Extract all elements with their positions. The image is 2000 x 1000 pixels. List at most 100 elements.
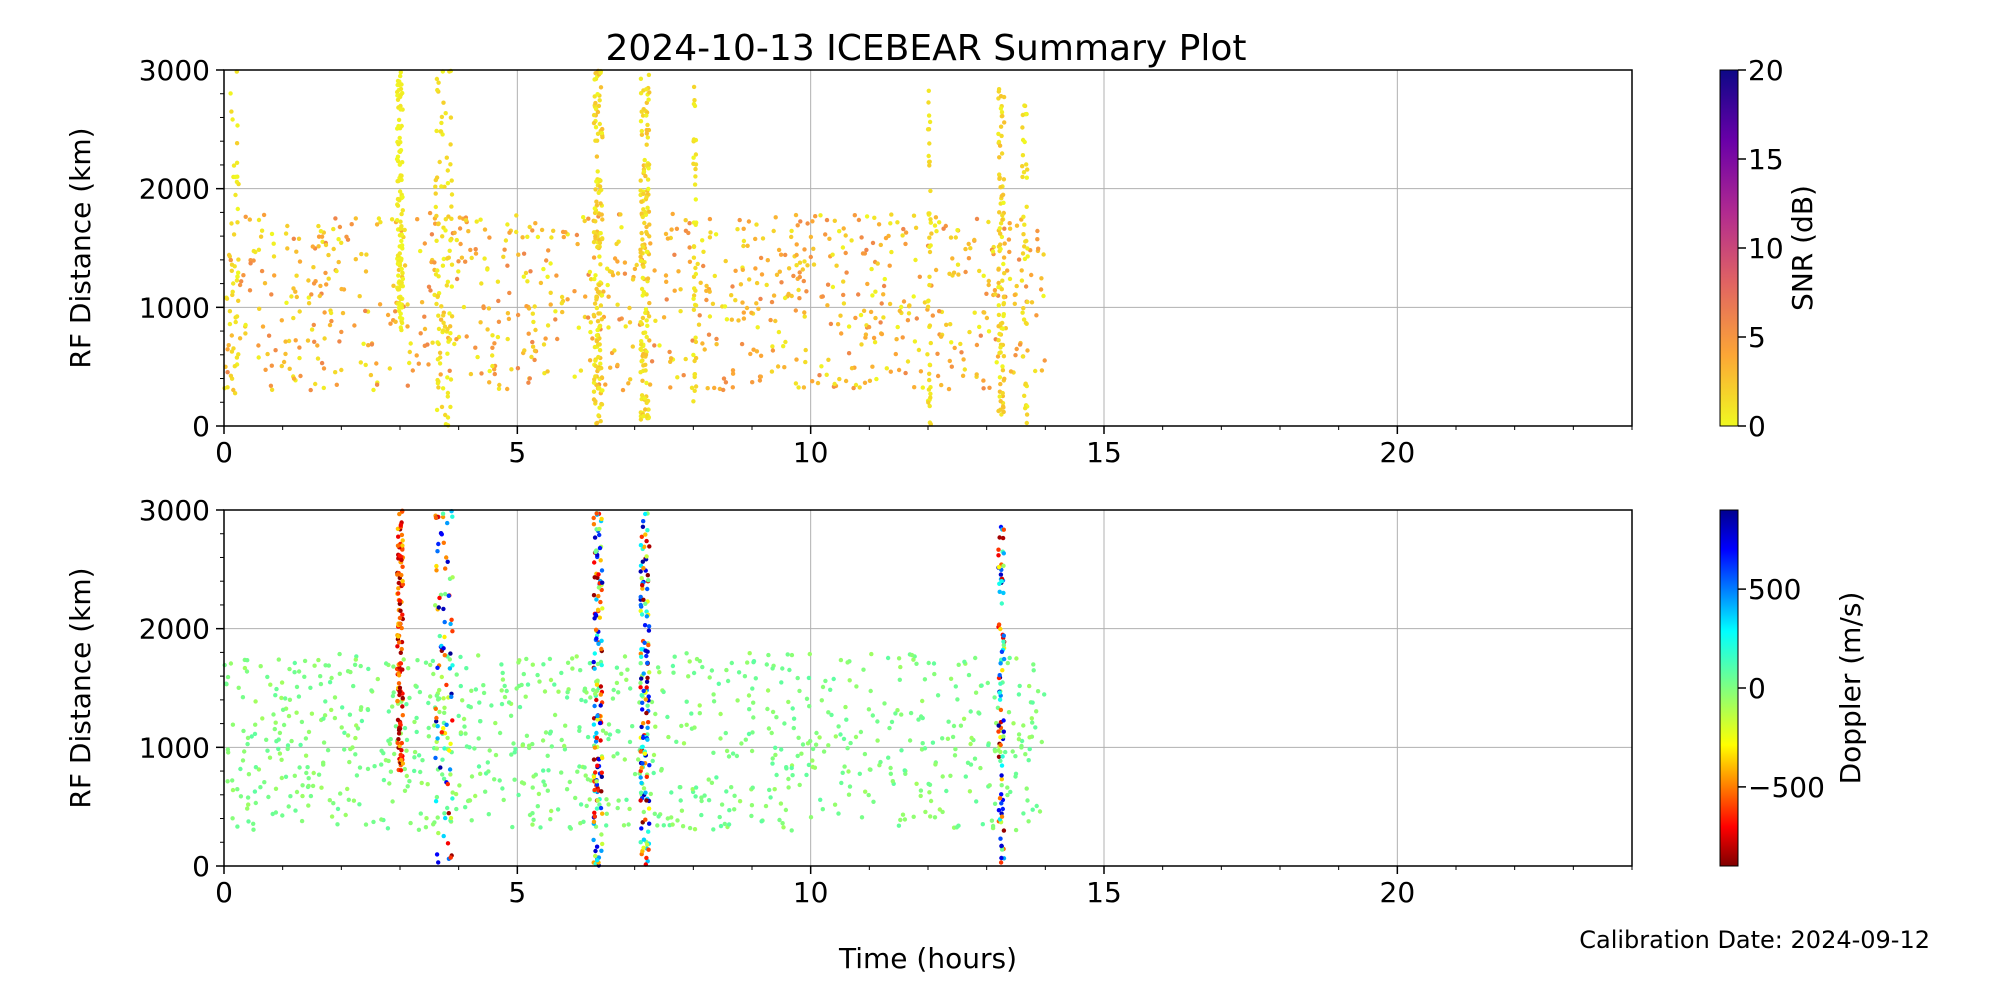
data-point — [391, 664, 396, 669]
doppler-scatter-points — [222, 508, 1047, 868]
data-point — [396, 142, 401, 147]
data-point — [889, 249, 894, 255]
data-point — [390, 693, 396, 699]
data-point — [644, 380, 649, 386]
data-point — [709, 780, 715, 785]
data-point — [258, 664, 263, 669]
data-point — [646, 806, 652, 811]
data-point — [898, 664, 903, 670]
data-point — [785, 652, 790, 657]
data-point — [388, 737, 393, 742]
data-point — [303, 736, 309, 741]
data-point — [847, 678, 852, 683]
data-point — [432, 260, 437, 265]
data-point — [741, 316, 747, 321]
data-point — [327, 798, 332, 803]
data-point — [271, 254, 277, 259]
data-point — [935, 351, 940, 356]
data-point — [599, 293, 605, 298]
data-point — [597, 366, 602, 371]
data-point — [643, 352, 649, 357]
data-point — [638, 417, 644, 422]
data-point — [593, 273, 598, 278]
data-point — [406, 666, 411, 671]
data-point — [790, 706, 795, 711]
data-point — [353, 216, 358, 221]
data-point — [996, 622, 1002, 627]
data-point — [859, 235, 864, 240]
data-point — [1020, 174, 1025, 180]
data-point — [655, 665, 661, 670]
data-point — [234, 355, 240, 360]
data-point — [923, 809, 928, 815]
data-point — [646, 407, 651, 412]
data-point — [900, 335, 905, 340]
data-point — [485, 267, 490, 272]
data-point — [446, 255, 451, 260]
data-point — [548, 302, 553, 307]
data-point — [592, 301, 598, 306]
data-point — [615, 259, 620, 264]
data-point — [968, 246, 973, 251]
data-point — [359, 705, 364, 710]
data-point — [574, 232, 580, 238]
data-point — [279, 680, 285, 685]
data-point — [940, 774, 945, 779]
data-point — [249, 734, 254, 739]
data-point — [996, 723, 1001, 728]
data-point — [974, 799, 979, 804]
data-point — [321, 762, 326, 767]
y-tick-label: 3000 — [139, 54, 210, 87]
data-point — [926, 298, 931, 303]
data-point — [445, 375, 450, 380]
data-point — [493, 752, 499, 758]
data-point — [932, 815, 938, 820]
data-point — [395, 740, 400, 746]
data-point — [598, 805, 604, 811]
data-point — [601, 289, 606, 294]
data-point — [911, 657, 916, 662]
data-point — [467, 798, 473, 803]
data-point — [687, 659, 692, 664]
data-point — [443, 566, 448, 571]
data-point — [482, 227, 488, 232]
data-point — [592, 206, 597, 211]
data-point — [439, 120, 444, 126]
data-point — [899, 712, 904, 717]
data-point — [998, 681, 1003, 686]
data-point — [397, 162, 402, 167]
data-point — [229, 262, 235, 267]
data-point — [353, 752, 358, 757]
data-point — [636, 757, 641, 762]
data-point — [817, 735, 822, 740]
data-point — [641, 845, 646, 850]
data-point — [646, 186, 651, 192]
data-point — [645, 703, 650, 708]
data-point — [831, 676, 836, 682]
data-point — [692, 182, 698, 187]
data-point — [527, 376, 532, 381]
data-point — [967, 329, 972, 335]
data-point — [640, 559, 645, 564]
data-point — [547, 656, 553, 662]
data-point — [552, 682, 557, 687]
data-point — [787, 667, 792, 673]
data-point — [926, 88, 931, 94]
data-point — [597, 405, 602, 410]
data-point — [634, 262, 639, 268]
data-point — [900, 233, 905, 238]
data-point — [294, 294, 299, 300]
data-point — [266, 333, 272, 338]
data-point — [591, 380, 597, 385]
data-point — [675, 375, 680, 380]
data-point — [462, 724, 467, 729]
data-point — [996, 280, 1001, 286]
data-point — [948, 676, 954, 681]
data-point — [926, 113, 932, 118]
data-point — [426, 734, 431, 739]
doppler-colorbar-gradient — [1719, 509, 1739, 867]
data-point — [778, 252, 784, 257]
data-point — [302, 658, 308, 664]
data-point — [329, 318, 334, 324]
